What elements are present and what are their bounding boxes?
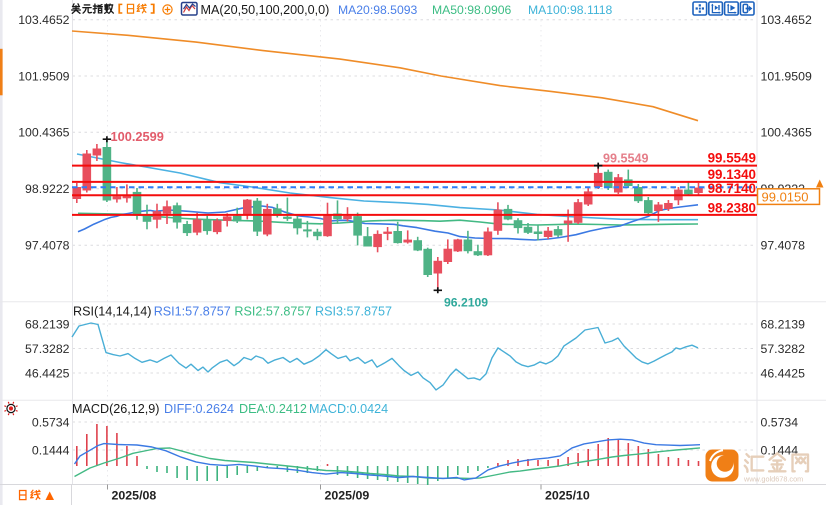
svg-text:68.2139: 68.2139: [761, 317, 806, 331]
svg-text:97.4078: 97.4078: [25, 239, 70, 253]
svg-text:101.9509: 101.9509: [761, 69, 812, 83]
svg-text:99.5549: 99.5549: [603, 152, 649, 166]
svg-text:98.9222: 98.9222: [25, 182, 70, 196]
svg-text:MA(20,50,100,200,0,0): MA(20,50,100,200,0,0): [201, 3, 330, 17]
svg-text:96.2109: 96.2109: [444, 296, 488, 310]
svg-text:RSI1:57.8757: RSI1:57.8757: [154, 304, 231, 318]
svg-text:100.4365: 100.4365: [18, 126, 69, 140]
svg-text:MA20:98.5093: MA20:98.5093: [338, 3, 418, 17]
svg-text:100.4365: 100.4365: [761, 126, 812, 140]
svg-text:57.3282: 57.3282: [25, 342, 70, 356]
svg-text:0.5734: 0.5734: [32, 415, 70, 429]
svg-text:0.1444: 0.1444: [32, 443, 70, 457]
svg-text:99.5549: 99.5549: [708, 150, 756, 165]
svg-text:2025/08: 2025/08: [112, 489, 157, 503]
svg-text:2025/09: 2025/09: [325, 489, 370, 503]
svg-text:MACD:0.0424: MACD:0.0424: [309, 402, 388, 416]
svg-text:99.1340: 99.1340: [708, 167, 756, 182]
svg-text:DEA:0.2412: DEA:0.2412: [239, 402, 307, 416]
svg-text:98.7140: 98.7140: [708, 181, 756, 196]
svg-text:DIFF:0.2624: DIFF:0.2624: [164, 402, 234, 416]
svg-text:MACD(26,12,9): MACD(26,12,9): [72, 402, 160, 416]
svg-text:0.1444: 0.1444: [761, 443, 799, 457]
svg-text:RSI2:57.8757: RSI2:57.8757: [234, 304, 311, 318]
svg-text:57.3282: 57.3282: [761, 342, 806, 356]
svg-text:99.0150: 99.0150: [762, 189, 809, 204]
svg-text:0.5734: 0.5734: [761, 415, 799, 429]
svg-text:RSI3:57.8757: RSI3:57.8757: [315, 304, 392, 318]
svg-text:46.4425: 46.4425: [761, 366, 806, 380]
svg-text:103.4652: 103.4652: [18, 13, 69, 27]
svg-text:46.4425: 46.4425: [25, 366, 70, 380]
svg-text:98.2380: 98.2380: [708, 200, 756, 215]
svg-text:68.2139: 68.2139: [25, 317, 70, 331]
svg-text:RSI(14,14,14): RSI(14,14,14): [73, 304, 151, 318]
svg-text:www.gold678.com: www.gold678.com: [743, 475, 803, 484]
svg-text:97.4078: 97.4078: [761, 239, 806, 253]
svg-text:103.4652: 103.4652: [761, 13, 812, 27]
svg-text:2025/10: 2025/10: [545, 489, 590, 503]
svg-text:101.9509: 101.9509: [18, 69, 69, 83]
svg-text:MA50:98.0906: MA50:98.0906: [432, 3, 512, 17]
svg-text:100.2599: 100.2599: [111, 129, 164, 144]
svg-text:MA100:98.1118: MA100:98.1118: [528, 3, 612, 17]
